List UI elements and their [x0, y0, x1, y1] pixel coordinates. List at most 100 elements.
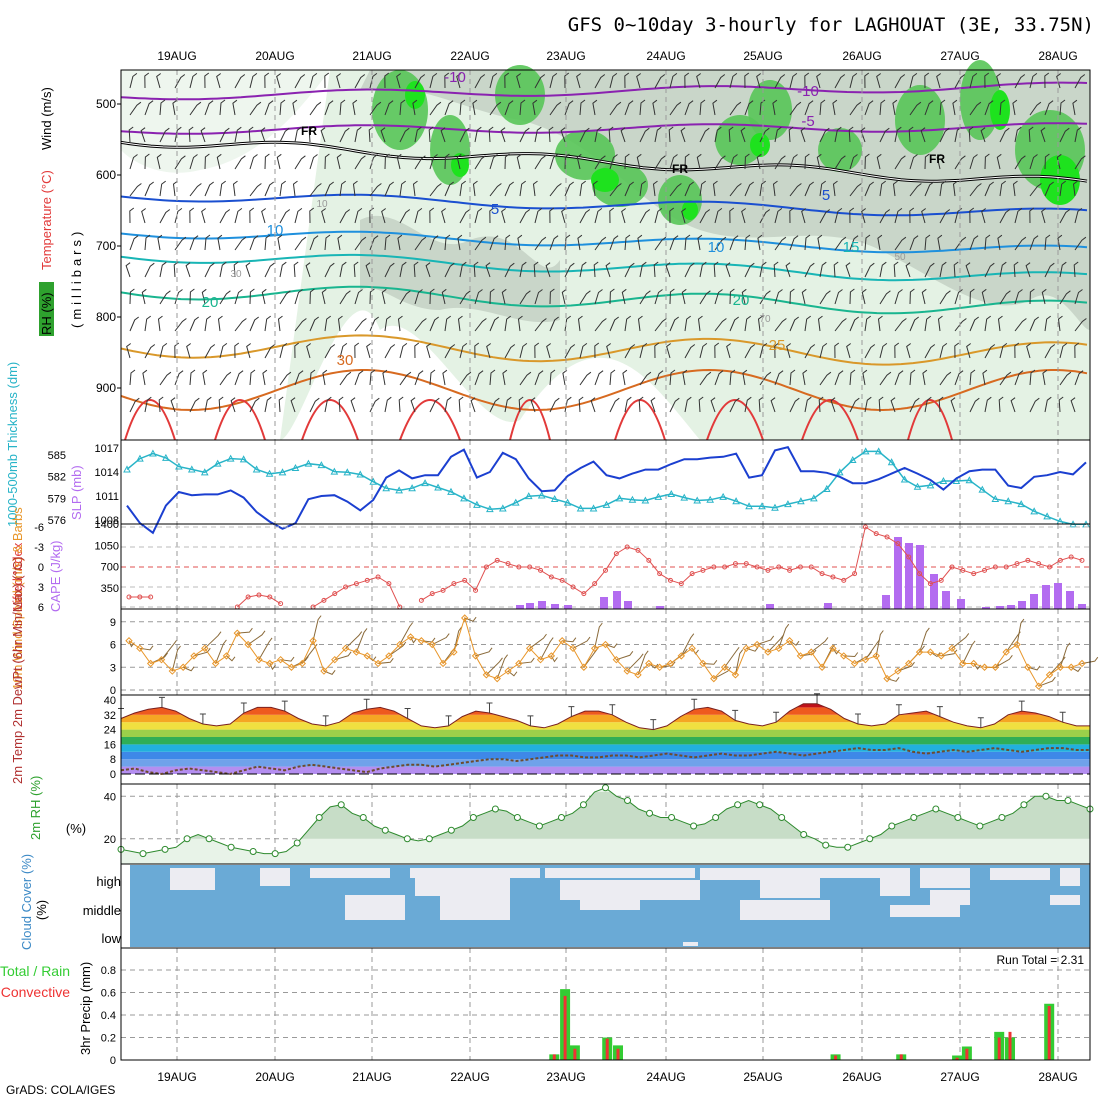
wind-barb [996, 153, 1002, 170]
wind-barb [1029, 235, 1039, 251]
wind-barb [234, 126, 242, 143]
wind-barb [414, 318, 427, 332]
wind-barb [849, 235, 859, 251]
wind-barb [770, 397, 776, 413]
wind-barb [204, 234, 211, 251]
lifted-index-point [137, 594, 143, 600]
wind-barb [1014, 236, 1027, 251]
thickness-point [447, 487, 455, 495]
wind-barb [879, 371, 892, 386]
thickness-line [126, 450, 1086, 526]
wind-barb [654, 318, 667, 332]
wind-barb [594, 318, 607, 332]
wind-barb [279, 99, 286, 116]
wind-barb [489, 154, 498, 170]
wind-barb [714, 318, 727, 332]
wind-barb [444, 72, 450, 89]
wind-barb [594, 370, 604, 386]
wind-barb [1074, 370, 1084, 386]
lifted-index-point [278, 601, 284, 607]
wind-barb [1044, 181, 1054, 197]
lifted-index-line [129, 526, 1083, 608]
precip-conv-bar [552, 1054, 556, 1060]
wind-barb [999, 290, 1011, 305]
wind-barb [756, 635, 775, 645]
wind-point [720, 663, 729, 671]
wind-barb [1029, 73, 1038, 89]
wind-barb [459, 127, 470, 143]
wind-barb [594, 622, 603, 649]
wind-barb [980, 127, 986, 143]
temp-error-bar [404, 708, 411, 719]
wind-barb [182, 666, 195, 672]
wind-barb [369, 154, 378, 170]
wind-barb [774, 289, 783, 305]
lifted-index-point [1068, 554, 1074, 560]
wind-point [1056, 663, 1065, 671]
wind-barb [204, 631, 222, 649]
wind-barb [729, 207, 735, 224]
wind-barb [159, 261, 167, 278]
wind-barb [204, 315, 211, 332]
lifted-index-point [732, 561, 738, 567]
wind-point [287, 663, 296, 671]
wind-barb [519, 127, 530, 143]
wind-barb [746, 646, 759, 652]
wind-barb [294, 289, 303, 305]
wind-barb [277, 234, 283, 251]
wind-barb [564, 234, 571, 251]
wind-barb [219, 371, 232, 386]
wind-point [482, 671, 491, 679]
temp-tick: 8 [110, 754, 116, 766]
wind-barb [172, 99, 178, 116]
precip-tick: 0.6 [101, 988, 116, 1000]
wind-barb [219, 180, 226, 197]
wind-barb [396, 73, 401, 89]
thickness-tick: 582 [48, 472, 66, 484]
wind-barb [322, 369, 328, 386]
thickness-point [265, 469, 274, 477]
wind-barb [999, 99, 1006, 116]
wind-barb [804, 234, 811, 251]
wind-barb [204, 100, 214, 116]
wind-barb [605, 262, 611, 278]
wind-barb [886, 677, 900, 682]
wind-barb [714, 155, 726, 170]
wind-barb [714, 208, 723, 224]
cloud-clear-block [545, 868, 695, 878]
wind-barb [969, 316, 979, 332]
wind-barb [789, 288, 795, 305]
wind-barb [1056, 73, 1061, 89]
wind-barb [519, 261, 527, 278]
thickness-point [641, 496, 650, 504]
thickness-point [537, 491, 546, 499]
wind-barb [819, 343, 828, 359]
thickness-point [356, 470, 365, 478]
wind-barb [879, 343, 888, 359]
wind-barb [864, 100, 874, 116]
wind-barb [744, 100, 754, 116]
wind-barb [519, 290, 531, 305]
wind-barb [384, 396, 392, 413]
wind-barb [546, 343, 551, 359]
wind-barb [759, 261, 767, 278]
wind-point [850, 659, 859, 668]
cloud-clear-block [310, 868, 390, 878]
lifted-index-point [332, 591, 338, 597]
isotherm-label: 10 [708, 239, 725, 256]
panel-wind10m: 0 3 6 9 10m Wind Speed (m/s) & Barbs [10, 507, 1099, 697]
wind-point [471, 652, 480, 660]
wind-barb [125, 262, 131, 278]
wind-point [764, 648, 772, 656]
cloud-level-label: low [101, 931, 121, 946]
wind-barb [774, 370, 784, 386]
wind-barb [414, 126, 422, 143]
wind-axis-label: Wind (m/s) [39, 87, 54, 150]
wind-barb [924, 234, 931, 251]
wind-barb [339, 180, 346, 197]
thickness-point [1030, 507, 1039, 515]
temp-error-bar [445, 715, 452, 726]
date-label-bottom: 25AUG [743, 1070, 782, 1084]
wind-point [969, 659, 978, 668]
wind-barb [1010, 397, 1016, 413]
